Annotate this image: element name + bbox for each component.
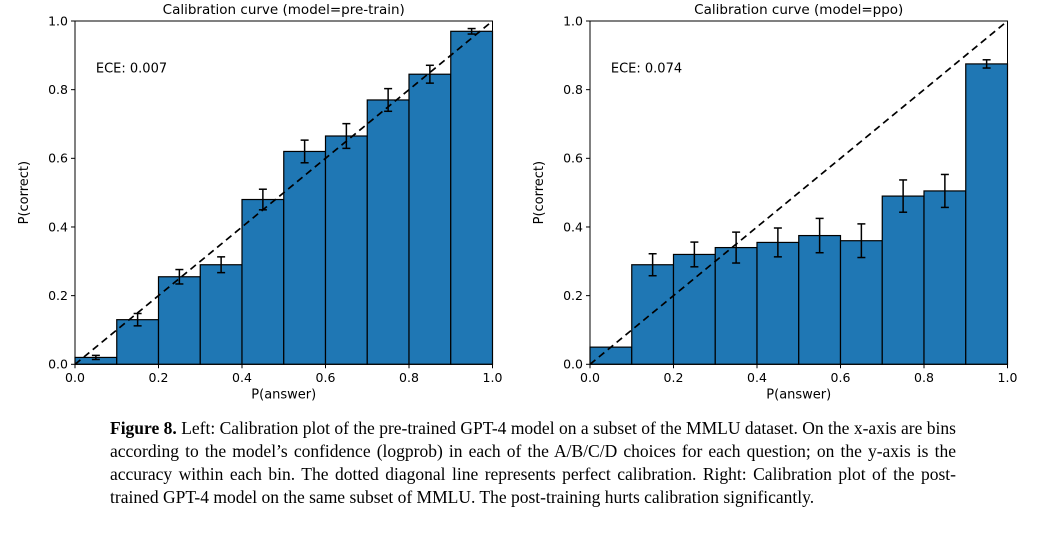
x-tick-label: 1.0	[483, 370, 503, 385]
x-tick-label: 1.0	[998, 370, 1018, 385]
y-tick-label: 0.0	[48, 357, 68, 372]
y-tick-label: 0.8	[48, 82, 68, 97]
calibration-bar	[631, 264, 675, 365]
x-axis-label: P(answer)	[251, 387, 316, 402]
x-tick-label: 0.0	[65, 370, 85, 385]
calibration-bar	[366, 99, 410, 365]
diagonal-line	[74, 20, 494, 365]
calibration-chart-ppo: 0.0 0.2 0.4 0.6 0.8 1.0 0.0 0.2 0.4 0.6 0.8 1.0 Cali…	[532, 2, 1018, 402]
calibration-bar	[450, 30, 494, 365]
y-tick-label: 0.8	[563, 82, 583, 97]
charts-row: 0.0 0.2 0.4 0.6 0.8 1.0 0.0 0.2 0.4 0.6 0.8 1.0 Cali…	[17, 2, 1018, 402]
figure-caption-label: Figure 8.	[110, 418, 177, 438]
x-tick-label: 0.4	[747, 370, 767, 385]
calibration-chart-pretrain: 0.0 0.2 0.4 0.6 0.8 1.0 0.0 0.2 0.4 0.6 0.8 1.0 Cali…	[17, 2, 503, 402]
calibration-bar	[756, 241, 800, 365]
calibration-bar	[408, 73, 452, 365]
y-tick-label: 0.2	[563, 288, 583, 303]
diagonal-line	[589, 20, 1009, 365]
x-tick-label: 0.2	[664, 370, 684, 385]
y-tick-label: 0.6	[563, 151, 583, 166]
chart-title: Calibration curve (model=pre-train)	[163, 2, 405, 18]
x-tick-label: 0.2	[149, 370, 169, 385]
y-axis-label: P(correct)	[17, 161, 32, 225]
ece-annotation: ECE: 0.007	[96, 61, 167, 76]
chart-title: Calibration curve (model=ppo)	[694, 2, 903, 18]
y-tick-label: 1.0	[48, 13, 68, 28]
y-tick-label: 0.4	[563, 219, 583, 234]
ece-annotation: ECE: 0.074	[611, 61, 682, 76]
y-tick-label: 0.0	[563, 357, 583, 372]
y-tick-label: 0.4	[48, 219, 68, 234]
y-tick-label: 0.2	[48, 288, 68, 303]
x-tick-label: 0.6	[316, 370, 336, 385]
calibration-bar	[672, 253, 716, 365]
x-tick-label: 0.8	[914, 370, 934, 385]
calibration-bar	[965, 63, 1009, 365]
calibration-bar	[881, 195, 925, 365]
calibration-bar	[839, 240, 883, 365]
x-axis-label: P(answer)	[766, 387, 831, 402]
calibration-bar	[923, 190, 967, 365]
x-tick-label: 0.4	[232, 370, 252, 385]
calibration-bar	[589, 346, 633, 365]
x-tick-label: 0.8	[399, 370, 419, 385]
calibration-bar	[714, 246, 758, 365]
calibration-bar	[199, 264, 243, 365]
figure-caption-text: Left: Calibration plot of the pre-traine…	[110, 418, 956, 507]
x-tick-label: 0.6	[831, 370, 851, 385]
plot-frame	[589, 20, 1008, 365]
calibration-bar	[283, 150, 327, 365]
plot-frame	[74, 20, 493, 365]
y-tick-label: 1.0	[563, 13, 583, 28]
x-tick-label: 0.0	[580, 370, 600, 385]
figure-caption: Figure 8. Left: Calibration plot of the …	[110, 417, 956, 509]
calibration-bar	[324, 135, 368, 365]
calibration-bar	[241, 198, 285, 365]
y-axis-label: P(correct)	[532, 161, 547, 225]
y-tick-label: 0.6	[48, 151, 68, 166]
calibration-bar	[798, 234, 842, 365]
